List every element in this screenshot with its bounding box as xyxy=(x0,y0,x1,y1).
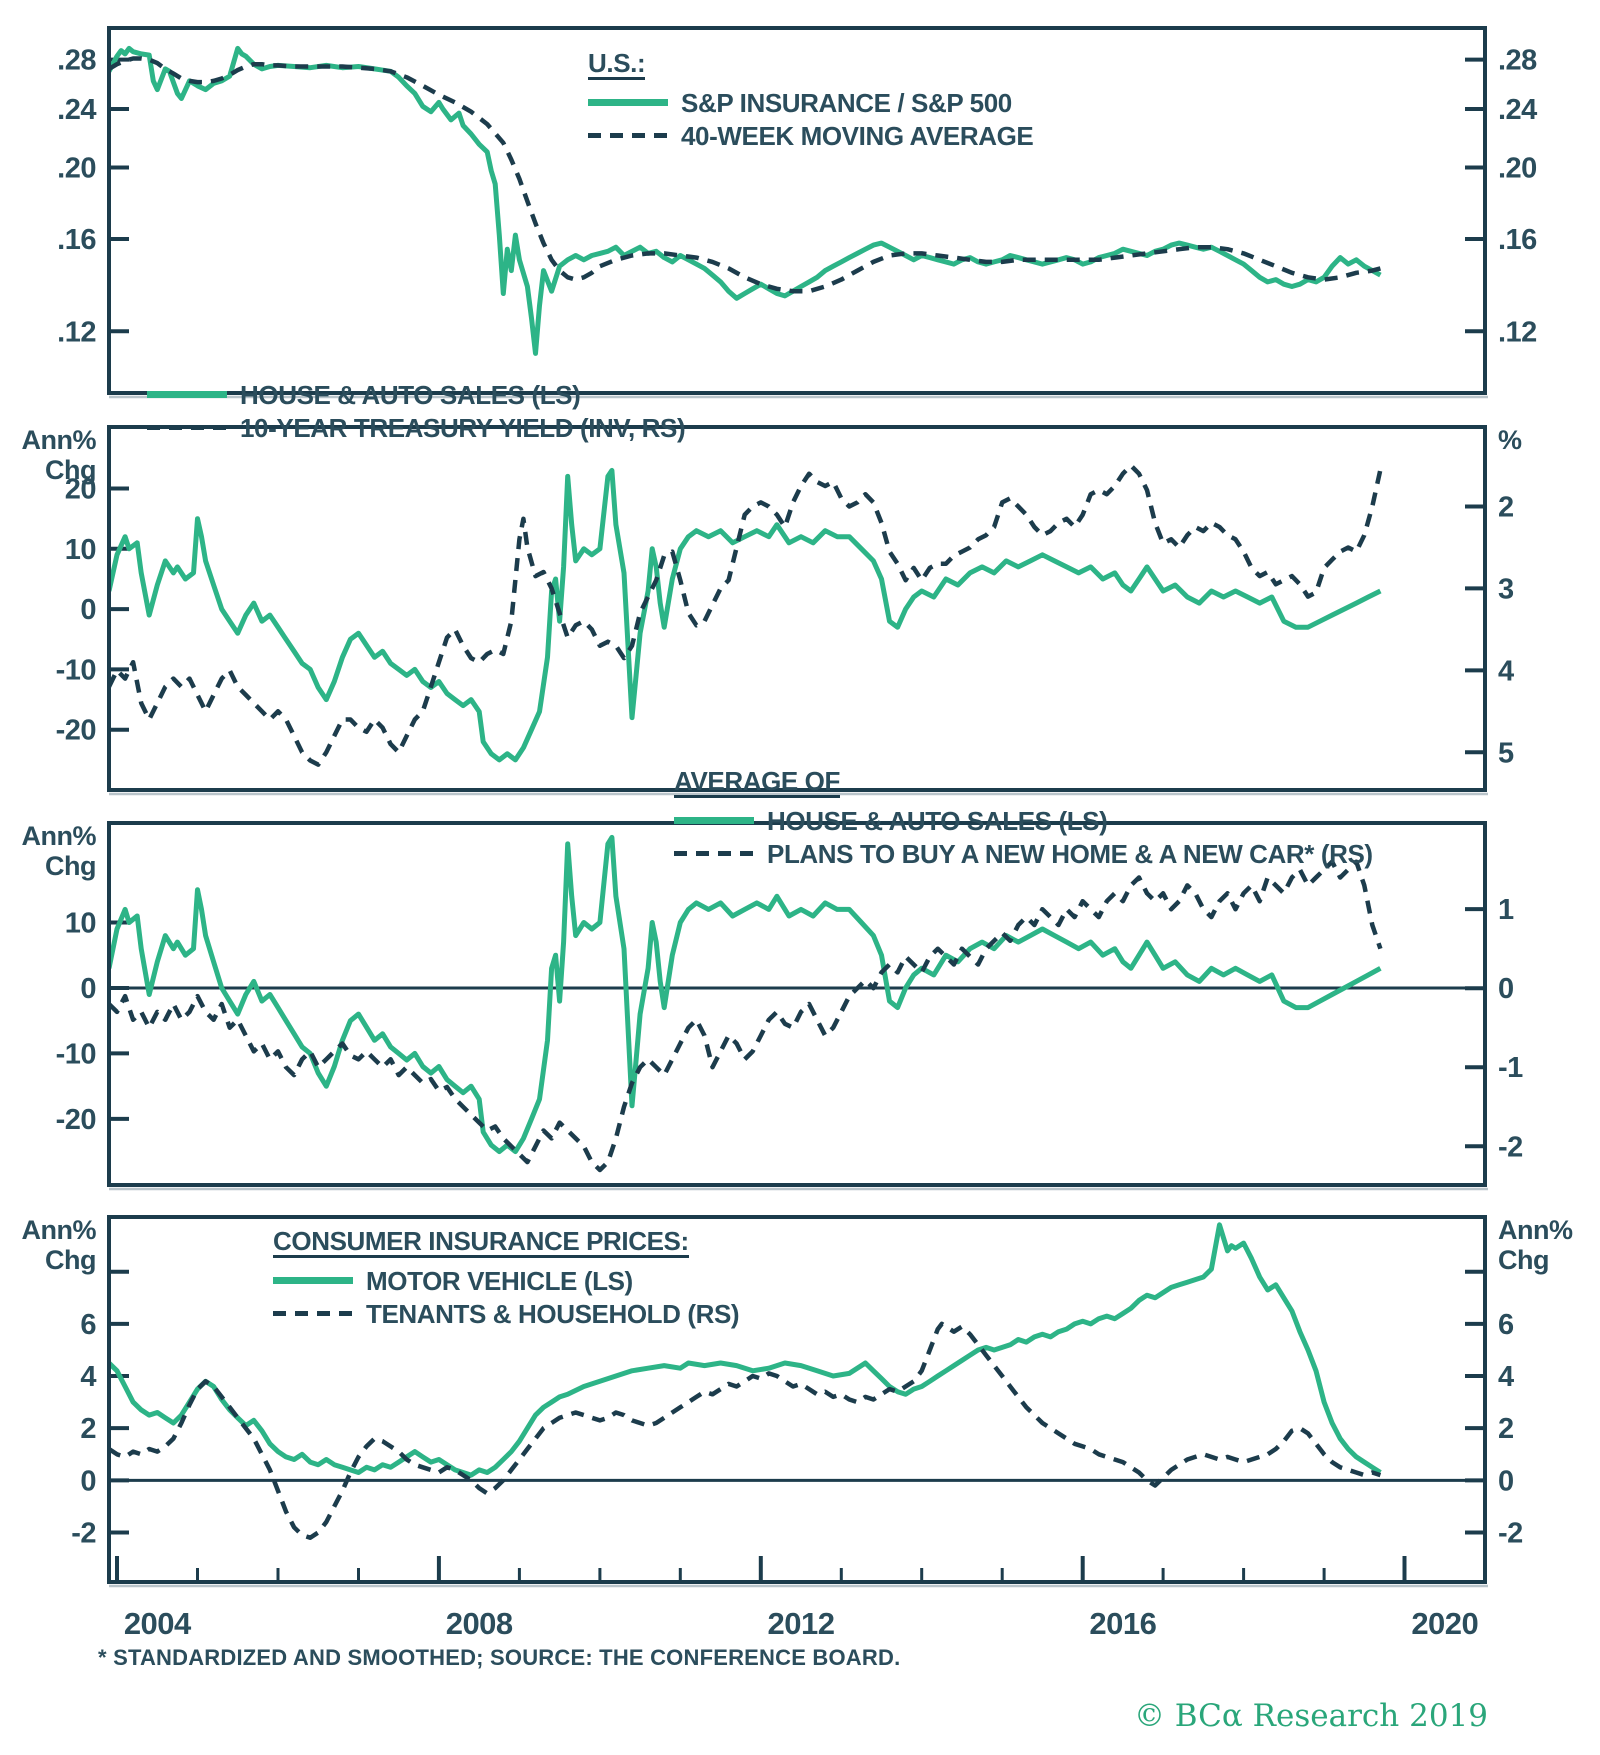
legend-item: PLANS TO BUY A NEW HOME & A NEW CAR* (RS… xyxy=(674,837,1373,870)
axis-tick-label: 4 xyxy=(1498,1361,1514,1393)
axis-tick-label: .20 xyxy=(1498,153,1537,185)
panel3-legend: AVERAGE OF HOUSE & AUTO SALES (LS) PLANS… xyxy=(674,768,1373,870)
axis-title: Chg xyxy=(45,455,96,485)
axis-tick-label: .12 xyxy=(1498,316,1537,348)
axis-tick-label: -20 xyxy=(56,1104,96,1136)
legend-item: S&P INSURANCE / S&P 500 xyxy=(588,86,1033,119)
axis-title: Chg xyxy=(1498,1245,1549,1275)
axis-tick-label: 1 xyxy=(1498,894,1514,926)
axis-title: % xyxy=(1498,425,1522,455)
axis-tick-label: -10 xyxy=(56,1038,96,1070)
legend-label: TENANTS & HOUSEHOLD (RS) xyxy=(366,1298,740,1329)
panel2-legend: HOUSE & AUTO SALES (LS) 10-YEAR TREASURY… xyxy=(147,378,686,444)
axis-tick-label: 5 xyxy=(1498,737,1514,769)
axis-tick-label: 2 xyxy=(80,1413,96,1445)
axis-tick-label: .16 xyxy=(57,224,96,256)
solid-line-swatch xyxy=(588,99,668,106)
axis-tick-label: 10 xyxy=(65,534,96,566)
axis-tick-label: 20 xyxy=(65,474,96,506)
axis-tick-label: 6 xyxy=(80,1309,96,1341)
dashed-line-swatch xyxy=(147,425,227,430)
axis-title: Ann% xyxy=(22,425,97,455)
axis-tick-label: 0 xyxy=(80,973,96,1005)
legend-label: S&P INSURANCE / S&P 500 xyxy=(681,87,1012,118)
series-motor-vehicle xyxy=(111,1222,1382,1478)
copyright-notice: © BCα Research 2019 xyxy=(1133,1698,1488,1734)
legend-item: TENANTS & HOUSEHOLD (RS) xyxy=(273,1297,740,1330)
legend-label: MOTOR VEHICLE (LS) xyxy=(366,1265,633,1296)
legend-header-row: AVERAGE OF xyxy=(674,768,1373,804)
axis-tick-label: -10 xyxy=(56,654,96,686)
legend-label: HOUSE & AUTO SALES (LS) xyxy=(767,805,1108,836)
legend-item: HOUSE & AUTO SALES (LS) xyxy=(147,378,685,411)
dashed-line-swatch xyxy=(588,133,668,138)
axis-title: Chg xyxy=(45,1245,96,1275)
axis-tick-label: -20 xyxy=(56,715,96,747)
axis-title: Ann% xyxy=(22,1215,97,1245)
panel-frame xyxy=(107,26,1487,395)
axis-tick-label: 0 xyxy=(1498,973,1514,1005)
axis-tick-label: .28 xyxy=(57,45,96,77)
series-40-week-moving-average xyxy=(111,56,1381,294)
panel4-legend: CONSUMER INSURANCE PRICES: MOTOR VEHICLE… xyxy=(273,1228,740,1330)
legend-header-row: CONSUMER INSURANCE PRICES: xyxy=(273,1228,739,1264)
legend-header-row: U.S.: xyxy=(588,50,1033,86)
legend-item: 10-YEAR TREASURY YIELD (INV, RS) xyxy=(147,411,686,444)
axis-tick-label: .20 xyxy=(57,153,96,185)
panel1-legend: U.S.: S&P INSURANCE / S&P 500 40-WEEK MO… xyxy=(588,50,1034,152)
axis-tick-label: .12 xyxy=(57,316,96,348)
series-house-auto-sales xyxy=(111,834,1382,1155)
axis-tick-label: 10 xyxy=(65,908,96,940)
footnote: * STANDARDIZED AND SMOOTHED; SOURCE: THE… xyxy=(98,1645,901,1670)
solid-line-swatch xyxy=(147,391,227,398)
axis-tick-label: 4 xyxy=(1498,655,1514,687)
axis-tick-label: -1 xyxy=(1498,1052,1523,1084)
legend-label: 10-YEAR TREASURY YIELD (INV, RS) xyxy=(240,412,686,443)
axis-tick-label: 0 xyxy=(1498,1465,1514,1497)
axis-tick-label: 3 xyxy=(1498,573,1514,605)
axis-tick-label: 0 xyxy=(80,1465,96,1497)
axis-title: Chg xyxy=(45,851,96,881)
dashed-line-swatch xyxy=(273,1311,353,1316)
axis-tick-label: -2 xyxy=(1498,1131,1523,1163)
series-10-year-treasury-yield-inverted xyxy=(111,463,1383,767)
legend-item: MOTOR VEHICLE (LS) xyxy=(273,1264,739,1297)
legend-header: U.S.: xyxy=(588,48,646,80)
axis-title: Ann% xyxy=(22,821,97,851)
year-label: 2016 xyxy=(1089,1606,1156,1641)
axis-tick-label: .16 xyxy=(1498,224,1537,256)
year-label: 2012 xyxy=(768,1606,835,1641)
axis-tick-label: 0 xyxy=(80,594,96,626)
legend-label: PLANS TO BUY A NEW HOME & A NEW CAR* (RS… xyxy=(767,838,1373,869)
year-label: 2008 xyxy=(446,1606,513,1641)
axis-tick-label: .24 xyxy=(57,94,96,126)
axis-tick-label: -2 xyxy=(71,1517,96,1549)
axis-tick-label: .24 xyxy=(1498,94,1537,126)
legend-item: 40-WEEK MOVING AVERAGE xyxy=(588,119,1034,152)
year-label: 2020 xyxy=(1411,1606,1478,1641)
solid-line-swatch xyxy=(273,1277,353,1284)
legend-item: HOUSE & AUTO SALES (LS) xyxy=(674,804,1373,837)
panel-frame xyxy=(107,1215,1487,1584)
series-house-auto-sales xyxy=(111,467,1382,763)
axis-tick-label: -2 xyxy=(1498,1517,1523,1549)
year-label: 2004 xyxy=(124,1606,192,1641)
series-tenants-household xyxy=(111,1321,1382,1540)
axis-tick-label: 4 xyxy=(80,1361,96,1393)
axis-tick-label: .28 xyxy=(1498,45,1537,77)
legend-header: CONSUMER INSURANCE PRICES: xyxy=(273,1226,689,1258)
legend-label: 40-WEEK MOVING AVERAGE xyxy=(681,120,1034,151)
axis-tick-label: 6 xyxy=(1498,1309,1514,1341)
solid-line-swatch xyxy=(674,817,754,824)
axis-tick-label: 2 xyxy=(1498,491,1514,523)
legend-header: AVERAGE OF xyxy=(674,766,840,798)
dashed-line-swatch xyxy=(674,851,754,856)
axis-title: Ann% xyxy=(1498,1215,1573,1245)
axis-tick-label: 2 xyxy=(1498,1413,1514,1445)
legend-label: HOUSE & AUTO SALES (LS) xyxy=(240,379,581,410)
panel-frame xyxy=(107,821,1487,1187)
